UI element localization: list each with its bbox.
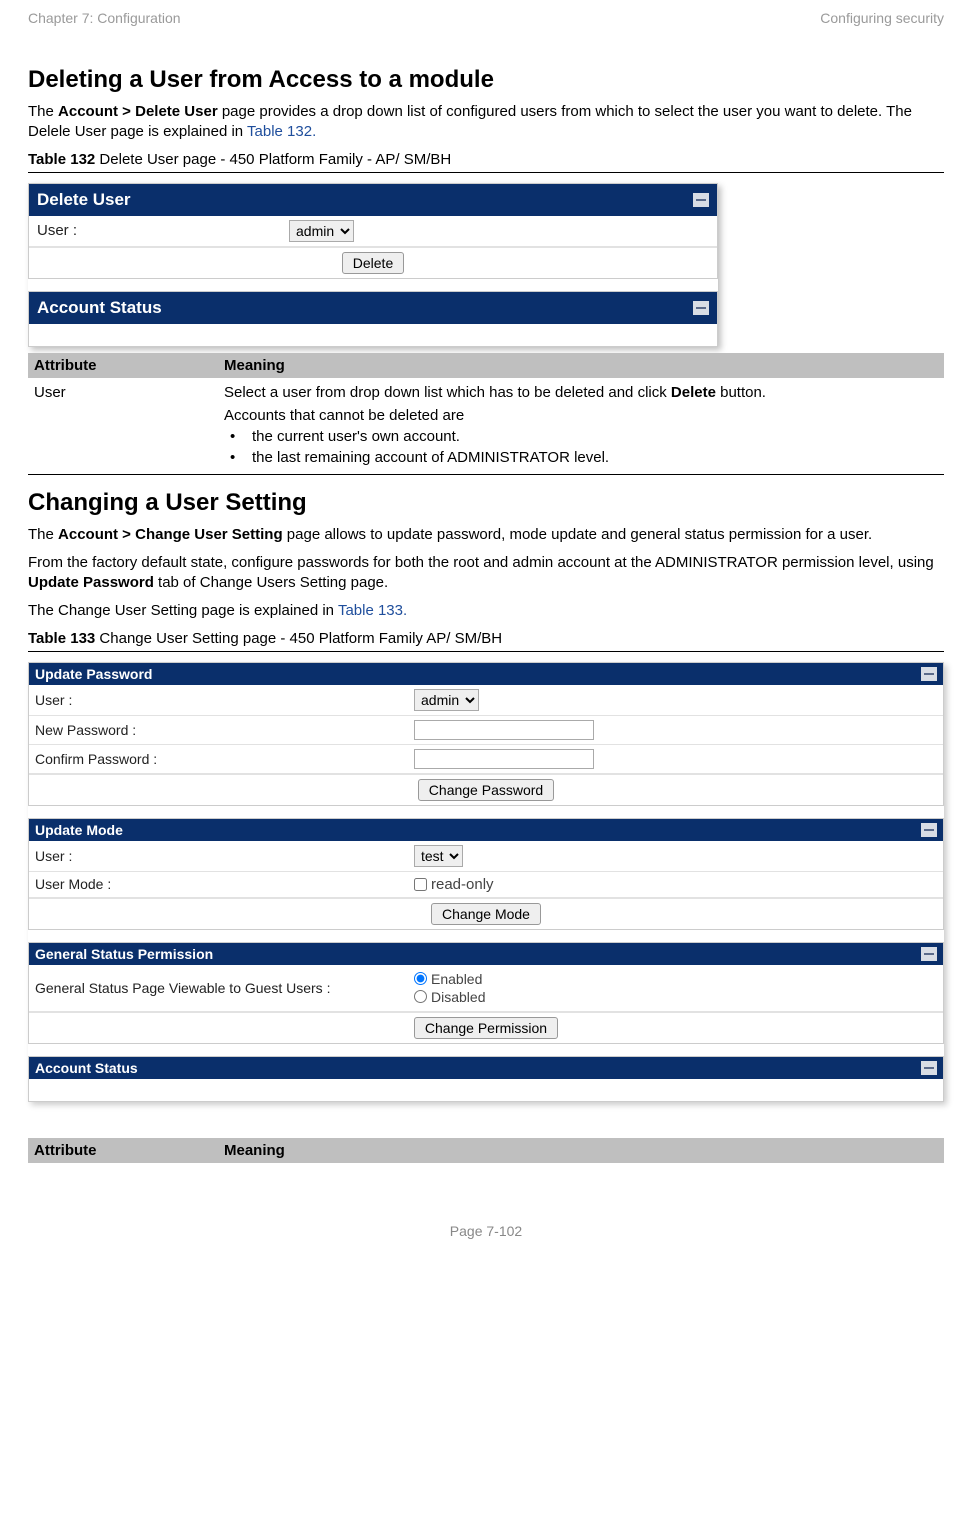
general-status-body: General Status Page Viewable to Guest Us… bbox=[29, 965, 943, 1043]
user-label: User : bbox=[29, 690, 414, 710]
rule bbox=[28, 172, 944, 173]
table-header-row: Attribute Meaning bbox=[28, 353, 944, 378]
section2-p2: From the factory default state, configur… bbox=[28, 553, 944, 594]
table-132-caption: Table 132 Delete User page - 450 Platfor… bbox=[28, 151, 944, 168]
update-password-header: Update Password bbox=[29, 663, 943, 685]
delete-user-screenshot: Delete User User : admin Delete Account … bbox=[28, 183, 718, 347]
col-attribute: Attribute bbox=[28, 1138, 218, 1163]
page-footer: Page 7-102 bbox=[28, 1223, 944, 1239]
account-status-body-2 bbox=[29, 1079, 943, 1101]
col-attribute: Attribute bbox=[28, 353, 218, 378]
user-select[interactable]: admin bbox=[289, 220, 354, 242]
collapse-icon[interactable] bbox=[693, 301, 709, 315]
update-password-panel: Update Password User : admin New Passwor… bbox=[28, 662, 944, 806]
delete-user-panel-body: User : admin Delete bbox=[29, 216, 717, 278]
change-password-button[interactable]: Change Password bbox=[418, 779, 554, 801]
user-select[interactable]: admin bbox=[414, 689, 479, 711]
collapse-icon[interactable] bbox=[921, 823, 937, 837]
link-table-133[interactable]: Table 133. bbox=[338, 602, 407, 619]
update-mode-header: Update Mode bbox=[29, 819, 943, 841]
section-title-delete-user: Deleting a User from Access to a module bbox=[28, 66, 944, 94]
delete-button[interactable]: Delete bbox=[342, 252, 404, 274]
new-password-label: New Password : bbox=[29, 720, 414, 740]
rule bbox=[28, 651, 944, 652]
enabled-radio-label[interactable]: Enabled bbox=[414, 971, 485, 987]
user-label: User : bbox=[29, 218, 289, 243]
breadcrumb-delete-user: Account > Delete User bbox=[58, 103, 218, 120]
change-mode-button[interactable]: Change Mode bbox=[431, 903, 541, 925]
disabled-radio-label[interactable]: Disabled bbox=[414, 989, 485, 1005]
meaning-cell: Select a user from drop down list which … bbox=[218, 378, 944, 475]
update-mode-panel: Update Mode User : test User Mode : read… bbox=[28, 818, 944, 930]
list-item: the current user's own account. bbox=[224, 428, 938, 445]
collapse-icon[interactable] bbox=[693, 193, 709, 207]
new-password-input[interactable] bbox=[414, 720, 594, 740]
confirm-password-label: Confirm Password : bbox=[29, 749, 414, 769]
read-only-checkbox-label[interactable]: read-only bbox=[414, 876, 494, 893]
update-mode-body: User : test User Mode : read-only Change… bbox=[29, 841, 943, 929]
section1-intro: The Account > Delete User page provides … bbox=[28, 102, 944, 143]
collapse-icon[interactable] bbox=[921, 947, 937, 961]
user-mode-label: User Mode : bbox=[29, 874, 414, 894]
page-header: Chapter 7: Configuration Configuring sec… bbox=[28, 10, 944, 26]
delete-user-panel: Delete User User : admin Delete bbox=[28, 183, 718, 279]
col-meaning: Meaning bbox=[218, 353, 944, 378]
account-status-panel-header: Account Status bbox=[29, 292, 717, 324]
breadcrumb-change-user-setting: Account > Change User Setting bbox=[58, 526, 283, 543]
header-left: Chapter 7: Configuration bbox=[28, 10, 181, 26]
section2-p3: The Change User Setting page is explaine… bbox=[28, 601, 944, 621]
header-right: Configuring security bbox=[820, 10, 944, 26]
section-title-change-user-setting: Changing a User Setting bbox=[28, 489, 944, 517]
enabled-radio[interactable] bbox=[414, 972, 427, 985]
attr-cell: User bbox=[28, 378, 218, 475]
table-132: Attribute Meaning User Select a user fro… bbox=[28, 353, 944, 475]
table-row: User Select a user from drop down list w… bbox=[28, 378, 944, 475]
table-header-row: Attribute Meaning bbox=[28, 1138, 944, 1163]
section2-p1: The Account > Change User Setting page a… bbox=[28, 525, 944, 545]
account-status-panel: Account Status bbox=[28, 291, 718, 347]
general-status-panel: General Status Permission General Status… bbox=[28, 942, 944, 1044]
general-status-label: General Status Page Viewable to Guest Us… bbox=[29, 978, 414, 998]
change-permission-button[interactable]: Change Permission bbox=[414, 1017, 558, 1039]
collapse-icon[interactable] bbox=[921, 667, 937, 681]
disabled-radio[interactable] bbox=[414, 990, 427, 1003]
user-select[interactable]: test bbox=[414, 845, 463, 867]
read-only-checkbox[interactable] bbox=[414, 878, 427, 891]
account-status-header-2: Account Status bbox=[29, 1057, 943, 1079]
bullet-list: the current user's own account. the last… bbox=[224, 428, 938, 466]
confirm-password-input[interactable] bbox=[414, 749, 594, 769]
table-133: Attribute Meaning bbox=[28, 1138, 944, 1163]
account-status-body bbox=[29, 324, 717, 346]
update-password-body: User : admin New Password : Confirm Pass… bbox=[29, 685, 943, 805]
col-meaning: Meaning bbox=[218, 1138, 944, 1163]
collapse-icon[interactable] bbox=[921, 1061, 937, 1075]
change-user-setting-screenshot: Update Password User : admin New Passwor… bbox=[28, 662, 944, 1102]
delete-user-panel-header: Delete User bbox=[29, 184, 717, 216]
table-133-caption: Table 133 Change User Setting page - 450… bbox=[28, 630, 944, 647]
list-item: the last remaining account of ADMINISTRA… bbox=[224, 449, 938, 466]
general-status-header: General Status Permission bbox=[29, 943, 943, 965]
user-label: User : bbox=[29, 846, 414, 866]
account-status-panel-2: Account Status bbox=[28, 1056, 944, 1102]
link-table-132[interactable]: Table 132. bbox=[247, 123, 316, 140]
